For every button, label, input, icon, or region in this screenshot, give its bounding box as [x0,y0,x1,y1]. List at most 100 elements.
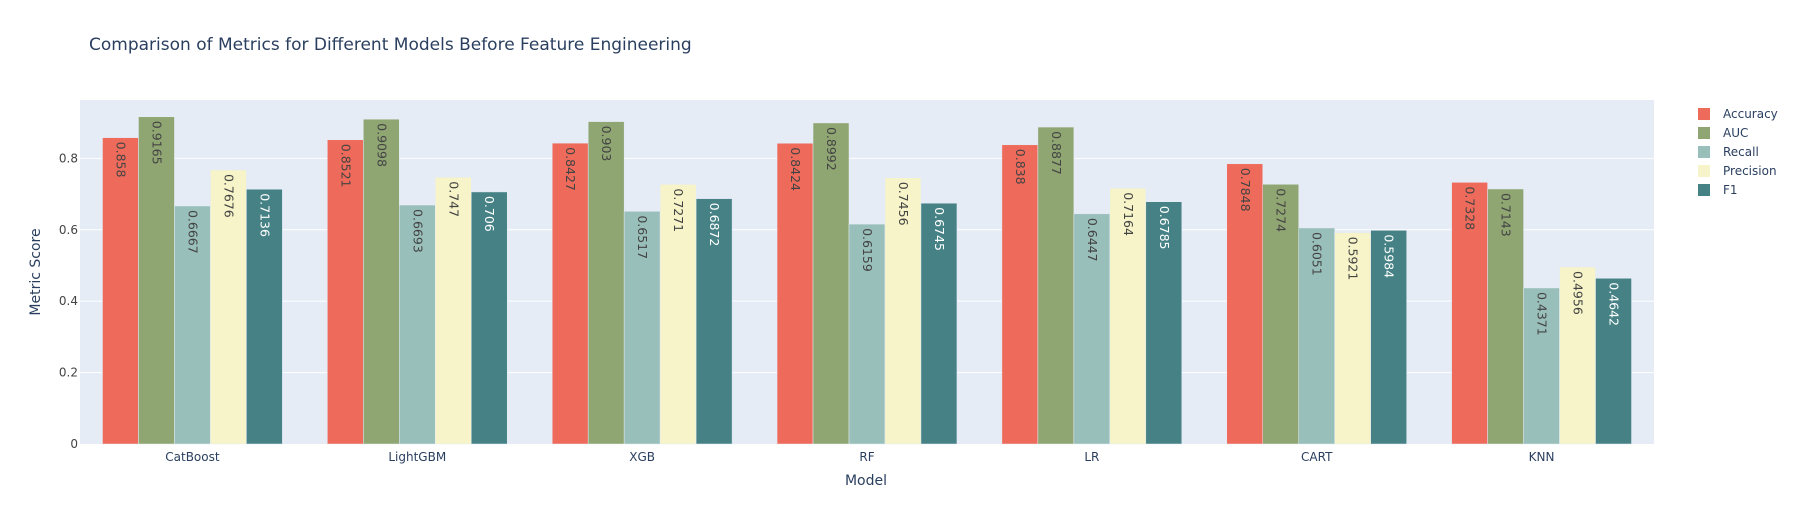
bar-value-label: 0.838 [1013,149,1028,185]
bar-value-label: 0.7328 [1463,186,1478,230]
y-tick-label: 0 [70,437,78,451]
bar-value-label: 0.903 [599,126,614,162]
bar-value-label: 0.6517 [635,215,650,259]
bar[interactable] [551,142,589,445]
legend-item[interactable]: F1 [1698,183,1738,197]
bar-value-label: 0.9165 [149,121,164,165]
bar-value-label: 0.7136 [257,193,272,237]
legend-item[interactable]: AUC [1698,126,1748,140]
bar-value-label: 0.6159 [860,228,875,272]
bar[interactable] [848,223,886,445]
legend-label: AUC [1723,126,1748,140]
bar[interactable] [1334,232,1371,445]
bar-value-label: 0.858 [113,142,128,178]
legend-swatch [1698,108,1710,120]
bar-value-label: 0.9098 [374,123,389,167]
x-tick-label: RF [859,450,874,464]
legend-label: F1 [1723,183,1738,197]
bar[interactable] [1523,287,1560,445]
bar-value-labels: 0.858 0.9165 0.6667 0.7676 0.7136 0.8521 0.909… [113,121,1621,336]
y-tick-label: 0.4 [59,294,78,308]
bar-value-label: 0.5984 [1382,234,1397,278]
bar[interactable] [884,177,922,445]
y-axis-title: Metric Score [28,228,44,315]
bar[interactable] [1370,230,1407,445]
x-tick-label: XGB [629,450,655,464]
bar-value-label: 0.4956 [1571,271,1586,315]
legend-swatch [1698,127,1710,139]
bar-value-label: 0.8992 [824,127,839,171]
x-tick-label: LR [1084,450,1099,464]
bar[interactable] [1073,213,1111,445]
legend-item[interactable]: Accuracy [1698,107,1778,121]
bar-value-label: 0.6745 [932,207,947,251]
bar[interactable] [695,198,733,445]
bar[interactable] [1145,201,1183,445]
bar[interactable] [138,116,175,445]
bar[interactable] [1226,163,1263,445]
bar[interactable] [471,191,508,445]
bar-value-label: 0.747 [446,181,461,217]
x-tick-label: CatBoost [165,450,220,464]
legend-swatch [1698,165,1710,177]
bar-value-label: 0.6051 [1310,232,1325,276]
bar-value-label: 0.7676 [221,174,236,218]
legend-item[interactable]: Recall [1698,145,1759,159]
bar-value-label: 0.7271 [671,188,686,232]
legend-swatch [1698,184,1710,196]
bar-value-label: 0.7456 [896,182,911,226]
bar-value-label: 0.4371 [1535,292,1550,336]
bar[interactable] [1037,126,1075,445]
bar[interactable] [174,205,211,445]
bar[interactable] [1559,266,1596,445]
bar[interactable] [920,202,958,445]
bar-value-label: 0.8427 [563,147,578,191]
legend-label: Recall [1723,145,1759,159]
bar[interactable] [1595,278,1632,445]
bar[interactable] [659,184,697,445]
bar-value-label: 0.7164 [1121,192,1136,236]
bar[interactable] [587,121,625,445]
bar[interactable] [399,204,436,445]
bar[interactable] [1109,187,1147,445]
bar-value-label: 0.7143 [1499,193,1514,237]
bar[interactable] [1451,182,1488,445]
bar[interactable] [812,122,850,445]
bar[interactable] [1298,227,1335,445]
bar[interactable] [246,188,283,445]
legend-swatch [1698,146,1710,158]
bar[interactable] [435,177,472,445]
bar-value-label: 0.8521 [338,144,353,188]
x-tick-label: LightGBM [388,450,446,464]
bar-value-label: 0.7848 [1238,168,1253,212]
bar[interactable] [210,169,247,445]
legend: Accuracy AUC Recall Precision F1 [1698,107,1778,197]
bar-value-label: 0.6872 [707,203,722,247]
bar[interactable] [623,211,661,445]
bar[interactable] [327,139,364,445]
bar-value-label: 0.5921 [1346,237,1361,281]
bar-value-label: 0.7274 [1274,188,1289,232]
bar[interactable] [1487,188,1524,445]
bar-value-label: 0.4642 [1607,282,1622,326]
bar-value-label: 0.6447 [1085,218,1100,262]
bar[interactable] [776,142,814,445]
bar-value-label: 0.8877 [1049,131,1064,175]
x-tick-label: CART [1301,450,1333,464]
bar[interactable] [102,137,139,445]
chart-title: Comparison of Metrics for Different Mode… [89,35,692,55]
legend-item[interactable]: Precision [1698,164,1777,178]
legend-label: Accuracy [1723,107,1778,121]
y-axis-ticks: 0 0.2 0.4 0.6 0.8 [59,151,78,451]
y-tick-label: 0.6 [59,223,78,237]
bar-value-label: 0.8424 [788,147,803,191]
y-tick-label: 0.8 [59,151,78,165]
bar-value-label: 0.706 [482,196,497,232]
bar-value-label: 0.6785 [1157,206,1172,250]
bar[interactable] [363,118,400,445]
y-tick-label: 0.2 [59,366,78,380]
bar-value-label: 0.6667 [185,210,200,254]
bar[interactable] [1001,144,1039,445]
